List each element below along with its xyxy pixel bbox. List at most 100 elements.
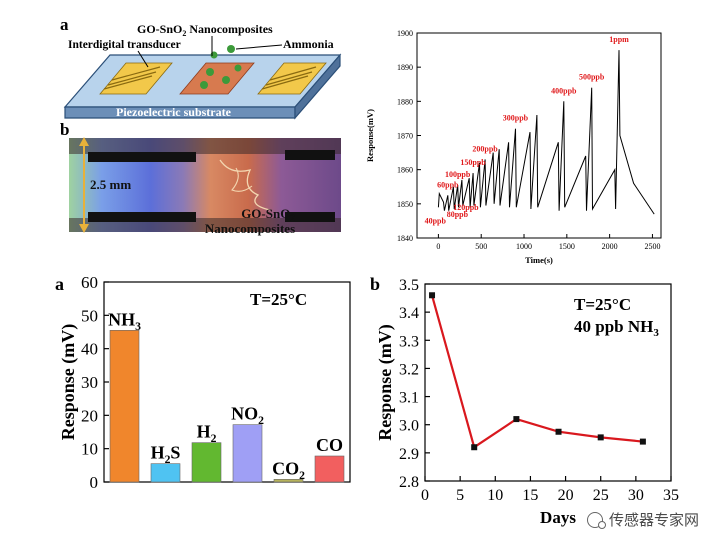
condition-label: T=25°C	[250, 290, 307, 309]
condition-label-temperature: T=25°C	[574, 295, 631, 314]
y-tick-label: 0	[90, 473, 99, 492]
film-texture	[219, 159, 271, 211]
concentration-label: 80ppb	[447, 210, 469, 219]
stability-line	[430, 295, 644, 449]
time-response-chart: 0 500 1000 1500 2000 2500 1840 1850 1860 1870 1880…	[365, 29, 662, 265]
right-interdigital-transducer	[257, 62, 327, 95]
y-tick-label: 3.1	[399, 390, 419, 407]
scale-label: 2.5 mm	[90, 177, 131, 192]
device-photo-panel: b 2.5 mm GO-SnO2 Nanocomposites	[60, 120, 341, 236]
material-label: GO-SnO2	[241, 206, 295, 223]
plot-frame	[103, 281, 351, 483]
ammonia-molecule	[222, 76, 230, 84]
y-tick-label: 30	[81, 373, 98, 392]
bar-category-label: H2	[197, 422, 217, 446]
electrode-bar	[285, 212, 335, 222]
x-tick-label: 500	[475, 242, 487, 251]
concentration-label: 1ppm	[609, 35, 629, 44]
watermark-text: 传感器专家网	[608, 511, 699, 529]
ammonia-molecule	[200, 81, 208, 89]
x-axis-label: Days	[540, 508, 576, 527]
x-tick-label: 1500	[559, 242, 575, 251]
bar-chart-panel-label: a	[55, 274, 64, 294]
concentration-label: 100ppb	[445, 170, 471, 179]
watermark: 传感器专家网	[586, 509, 699, 530]
y-tick-label: 10	[81, 440, 98, 459]
bar	[273, 479, 304, 483]
ammonia-molecule	[227, 45, 235, 53]
bar	[150, 463, 181, 483]
y-tick-label: 1890	[397, 63, 413, 72]
concentration-label: 400ppb	[551, 86, 577, 95]
x-tick-label: 2500	[644, 242, 660, 251]
stability-line-chart: b 0 5 10 15 20 25 30 35 2.8 2.9 3.0 3.1 3.2 3.3 3.4 3.5 D…	[370, 274, 679, 527]
y-tick-label: 1870	[397, 132, 413, 141]
bar	[109, 330, 140, 483]
data-point	[555, 428, 562, 435]
y-tick-label: 3.5	[399, 277, 419, 294]
data-point	[429, 292, 436, 299]
y-tick-label: 1850	[397, 200, 413, 209]
bar-category-label: NH3	[108, 309, 141, 333]
y-tick-label: 2.9	[399, 446, 419, 463]
bar-category-label: CO	[316, 435, 343, 455]
schematic-panel-label: a	[60, 15, 69, 34]
nanocomposite-film	[179, 62, 255, 95]
concentration-label: 200ppb	[472, 144, 498, 153]
y-tick-label: 3.4	[399, 305, 419, 322]
x-tick-label: 20	[558, 487, 574, 504]
bar-category-label: NO2	[231, 404, 264, 428]
concentration-label: 150ppb	[460, 158, 486, 167]
bar	[232, 424, 263, 483]
y-tick-label: 1860	[397, 166, 413, 175]
concentration-label: 40ppb	[425, 217, 447, 226]
condition-label-concentration: 40 ppb NH3	[574, 317, 659, 339]
y-tick-label: 50	[81, 306, 98, 325]
y-tick-label: 3.0	[399, 418, 419, 435]
wechat-icon	[586, 511, 606, 529]
selectivity-bar-chart: a 0 10 20 30 40 50 60 Response (mV) T=25°C NH3 H2S H…	[55, 273, 351, 492]
ammonia-molecule	[234, 64, 242, 72]
x-tick-label: 15	[522, 487, 538, 504]
response-line	[437, 50, 655, 215]
concentration-label: 120ppb	[453, 203, 479, 212]
material-label-line2: Nanocomposites	[205, 221, 295, 236]
data-point	[513, 416, 520, 423]
substrate-side	[294, 53, 341, 120]
x-tick-label: 10	[487, 487, 503, 504]
electrode-bar	[285, 150, 335, 160]
data-point	[639, 438, 646, 445]
x-tick-label: 1000	[516, 242, 532, 251]
concentration-label: 300ppb	[503, 114, 529, 123]
x-axis-label: Time(s)	[525, 255, 553, 265]
y-axis-label: Response(mV)	[365, 109, 375, 162]
concentration-label: 60ppb	[437, 180, 459, 189]
ammonia-molecule	[206, 68, 214, 76]
x-tick-label: 0	[421, 487, 429, 504]
left-interdigital-transducer	[99, 62, 173, 95]
ammonia-label: Ammonia	[283, 37, 334, 51]
y-tick-label: 20	[81, 406, 98, 425]
y-axis-label: Response (mV)	[375, 324, 396, 441]
data-point	[597, 434, 604, 441]
nanocomposite-label: GO-SnO2 Nanocomposites	[137, 22, 273, 38]
bar	[314, 455, 345, 483]
x-tick-label: 30	[628, 487, 644, 504]
x-tick-label: 0	[436, 242, 440, 251]
x-tick-label: 25	[593, 487, 609, 504]
bar	[191, 442, 222, 483]
y-tick-label: 40	[81, 340, 98, 359]
y-axis-label: Response (mV)	[58, 324, 79, 441]
y-tick-label: 3.2	[399, 361, 419, 378]
x-tick-label: 2000	[602, 242, 618, 251]
line-chart-panel-label: b	[370, 274, 380, 294]
y-tick-label: 3.3	[399, 333, 419, 350]
schematic-panel: a GO-SnO2 Nanocomposites Interdigita	[60, 15, 342, 120]
data-point	[471, 444, 478, 451]
x-tick-label: 5	[456, 487, 464, 504]
x-tick-label: 35	[663, 487, 679, 504]
bar-category-label: H2S	[151, 443, 181, 467]
electrode-bar	[88, 152, 196, 162]
y-tick-label: 2.8	[399, 474, 419, 491]
y-tick-label: 1900	[397, 29, 413, 38]
